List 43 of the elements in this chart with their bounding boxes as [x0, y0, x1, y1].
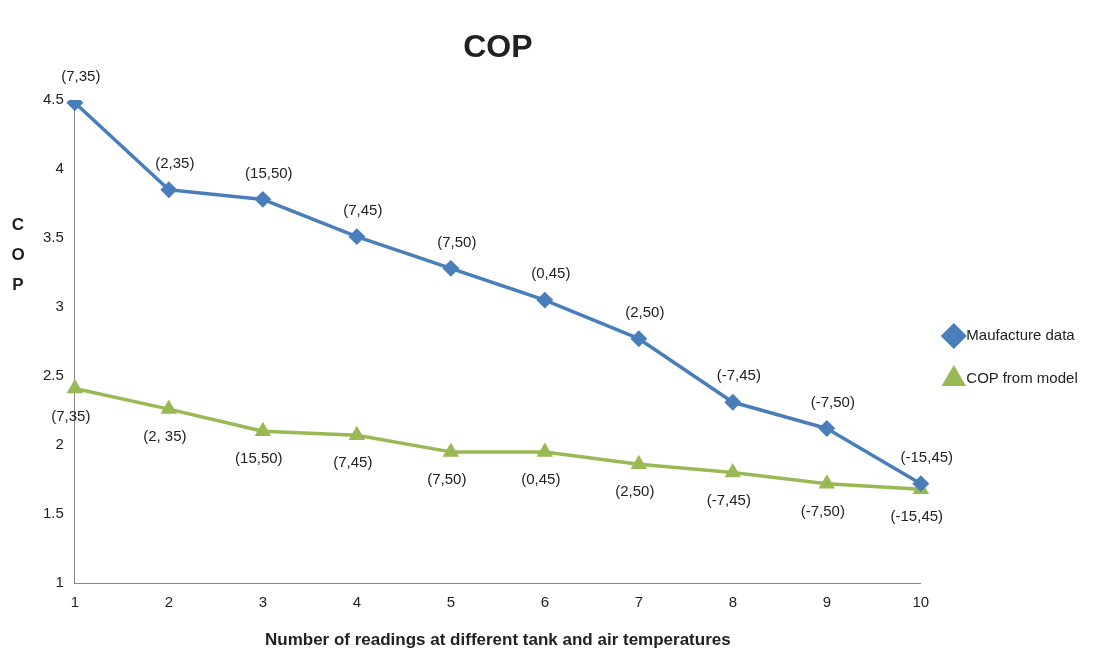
y-tick-label: 2 [55, 435, 64, 453]
annotation: (7,50) [427, 470, 467, 488]
annotation: (2,35) [155, 153, 195, 171]
y-tick-label: 1.5 [42, 504, 64, 522]
x-tick-label: 7 [634, 593, 643, 611]
y-tick-label: 3.5 [42, 228, 64, 246]
annotation: (7,50) [437, 232, 477, 250]
y-tick-label: 1 [55, 573, 64, 591]
annotation: (-7,50) [810, 392, 855, 410]
annotation: (7,35) [61, 66, 101, 84]
annotation: (-15,45) [900, 447, 954, 465]
x-tick-label: 3 [258, 593, 268, 611]
annotation: (-7,50) [800, 501, 845, 519]
annotation: (7,35) [51, 406, 91, 424]
x-tick-label: 2 [164, 593, 174, 611]
annotation: (0,45) [521, 470, 561, 488]
y-tick-label: 2.5 [42, 366, 64, 384]
x-tick-label: 8 [728, 593, 737, 611]
annotation: (7,45) [343, 200, 383, 218]
legend-label: Maufacture data [966, 326, 1076, 344]
annotation: (-7,45) [706, 490, 751, 508]
y-axis-title: COP [11, 214, 25, 294]
x-tick-label: 1 [70, 593, 80, 611]
annotation: (2, 35) [143, 427, 187, 445]
x-axis-title: Number of readings at different tank and air temperatures [264, 629, 731, 649]
annotation: (15,50) [245, 163, 293, 181]
annotation: (-15,45) [890, 507, 944, 525]
x-tick-label: 9 [822, 593, 831, 611]
annotation: (2,50) [625, 302, 665, 320]
x-tick-label: 5 [446, 593, 455, 611]
annotation: (7,45) [333, 453, 373, 471]
annotation: (-7,45) [716, 366, 761, 384]
x-tick-label: 10 [912, 593, 930, 611]
x-tick-label: 6 [540, 593, 549, 611]
y-tick-label: 4.5 [42, 90, 64, 108]
annotation: (0,45) [531, 264, 571, 282]
y-tick-label: 3 [55, 297, 64, 315]
x-tick-label: 4 [352, 593, 362, 611]
y-tick-label: 4 [55, 159, 64, 177]
chart-title: COP [463, 27, 533, 64]
legend-label: COP from model [966, 369, 1078, 387]
annotation: (15,50) [235, 449, 283, 467]
annotation: (2,50) [615, 482, 655, 500]
